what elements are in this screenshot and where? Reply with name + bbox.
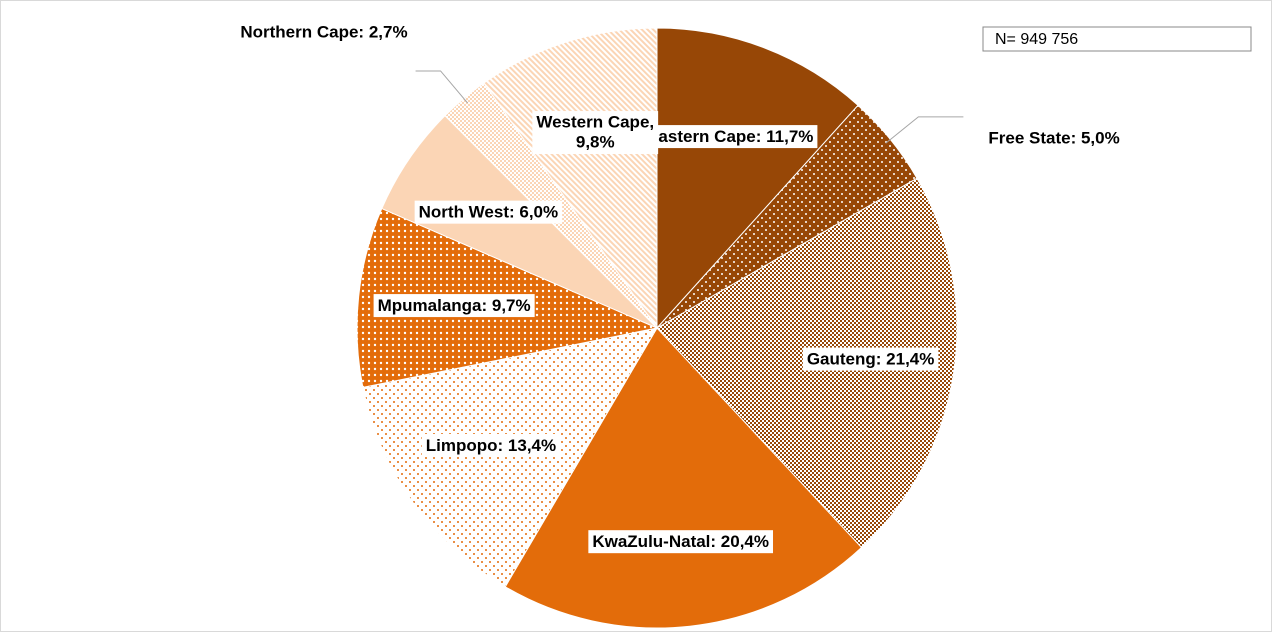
data-label: Mpumalanga: 9,7% <box>378 296 531 315</box>
leader-line <box>415 70 469 104</box>
data-label: Gauteng: 21,4% <box>807 350 935 369</box>
pie-slice <box>362 327 658 588</box>
pie-slice <box>656 27 859 330</box>
label-bg <box>588 530 774 554</box>
data-label: Limpopo: 13,4% <box>426 436 556 455</box>
annotation-box <box>982 26 1252 52</box>
data-label: Northern Cape: 2,7% <box>240 22 407 41</box>
data-label: Eastern Cape: 11,7% <box>647 127 813 146</box>
annotation: N= 949 756 <box>995 31 1078 48</box>
label-bg <box>532 111 659 155</box>
data-label: Free State: 5,0% <box>988 128 1119 147</box>
leader-line <box>885 116 964 144</box>
label-bg <box>414 200 563 224</box>
data-label: North West: 6,0% <box>419 203 559 222</box>
pie-slice <box>483 27 658 330</box>
label-bg <box>802 347 939 371</box>
data-label: KwaZulu-Natal: 20,4% <box>592 532 769 551</box>
data-label: Western Cape, 9,8% <box>536 113 654 152</box>
label-bg <box>373 294 535 318</box>
label-bg <box>643 125 818 149</box>
label-bg <box>421 433 561 457</box>
